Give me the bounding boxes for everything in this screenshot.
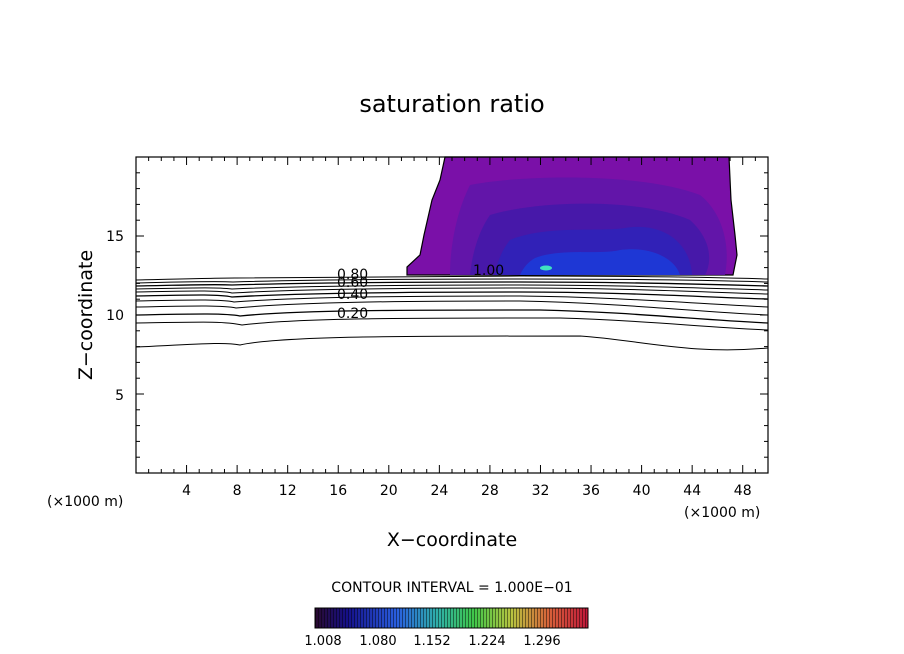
contour-label: 0.80 bbox=[337, 267, 368, 283]
colorbar-label: 1.080 bbox=[359, 634, 396, 649]
contour-line bbox=[135, 278, 769, 284]
contour-label: 1.00 bbox=[473, 263, 504, 279]
y-tick-label: 15 bbox=[106, 229, 124, 245]
contour-line bbox=[135, 281, 769, 287]
contour-line bbox=[135, 275, 769, 281]
y-tick-label: 10 bbox=[106, 308, 124, 324]
contour-line bbox=[135, 317, 769, 331]
colorbar-border bbox=[314, 607, 589, 629]
x-unit-left: (×1000 m) bbox=[47, 494, 123, 510]
contour-line bbox=[135, 295, 769, 308]
y-tick-labels: 5 10 15 bbox=[106, 229, 124, 404]
saturation-peak-spot bbox=[540, 265, 552, 271]
x-tick-labels: 4 8 12 16 20 24 28 32 36 40 44 48 bbox=[182, 483, 751, 499]
contour-label: 0.20 bbox=[337, 306, 368, 322]
x-tick-label: 40 bbox=[633, 483, 651, 499]
contour-line bbox=[135, 300, 769, 316]
contour-interval-text: CONTOUR INTERVAL = 1.000E−01 bbox=[331, 580, 572, 596]
axis-ticks bbox=[136, 157, 768, 473]
x-tick-label: 48 bbox=[734, 483, 752, 499]
x-tick-label: 32 bbox=[532, 483, 550, 499]
x-tick-label: 12 bbox=[279, 483, 297, 499]
x-tick-label: 36 bbox=[582, 483, 600, 499]
colorbar-label: 1.008 bbox=[304, 634, 341, 649]
colorbar-stripes bbox=[315, 608, 588, 628]
contour-label: 0.60 bbox=[337, 275, 368, 291]
x-tick-label: 28 bbox=[481, 483, 499, 499]
supersaturation-region bbox=[406, 156, 738, 276]
y-axis-label: Z−coordinate bbox=[75, 250, 97, 380]
contour-line bbox=[135, 284, 769, 291]
colorbar-label: 1.152 bbox=[413, 634, 450, 649]
contour-line bbox=[135, 291, 769, 300]
colorbar-label: 1.224 bbox=[468, 634, 505, 649]
contour-line bbox=[135, 287, 769, 295]
colorbar-label: 1.296 bbox=[523, 634, 560, 649]
x-tick-label: 8 bbox=[233, 483, 242, 499]
contour-line bbox=[135, 309, 769, 324]
saturation-fill-level5 bbox=[520, 249, 680, 275]
contour-line bbox=[135, 335, 769, 351]
x-unit-right: (×1000 m) bbox=[684, 505, 760, 521]
x-tick-label: 20 bbox=[380, 483, 398, 499]
x-axis-label: X−coordinate bbox=[387, 529, 517, 551]
contour-labels: 0.80 0.60 0.40 0.20 1.00 bbox=[337, 263, 504, 322]
y-tick-label: 5 bbox=[115, 388, 124, 404]
colorbar-labels: 1.008 1.080 1.152 1.224 1.296 bbox=[304, 634, 560, 649]
x-tick-label: 4 bbox=[182, 483, 191, 499]
x-tick-label: 16 bbox=[329, 483, 347, 499]
contour-label: 0.40 bbox=[337, 287, 368, 303]
colorbar bbox=[314, 607, 589, 629]
chart-title: saturation ratio bbox=[359, 90, 544, 118]
x-tick-label: 44 bbox=[683, 483, 701, 499]
contour-lines bbox=[135, 275, 769, 351]
x-tick-label: 24 bbox=[430, 483, 448, 499]
